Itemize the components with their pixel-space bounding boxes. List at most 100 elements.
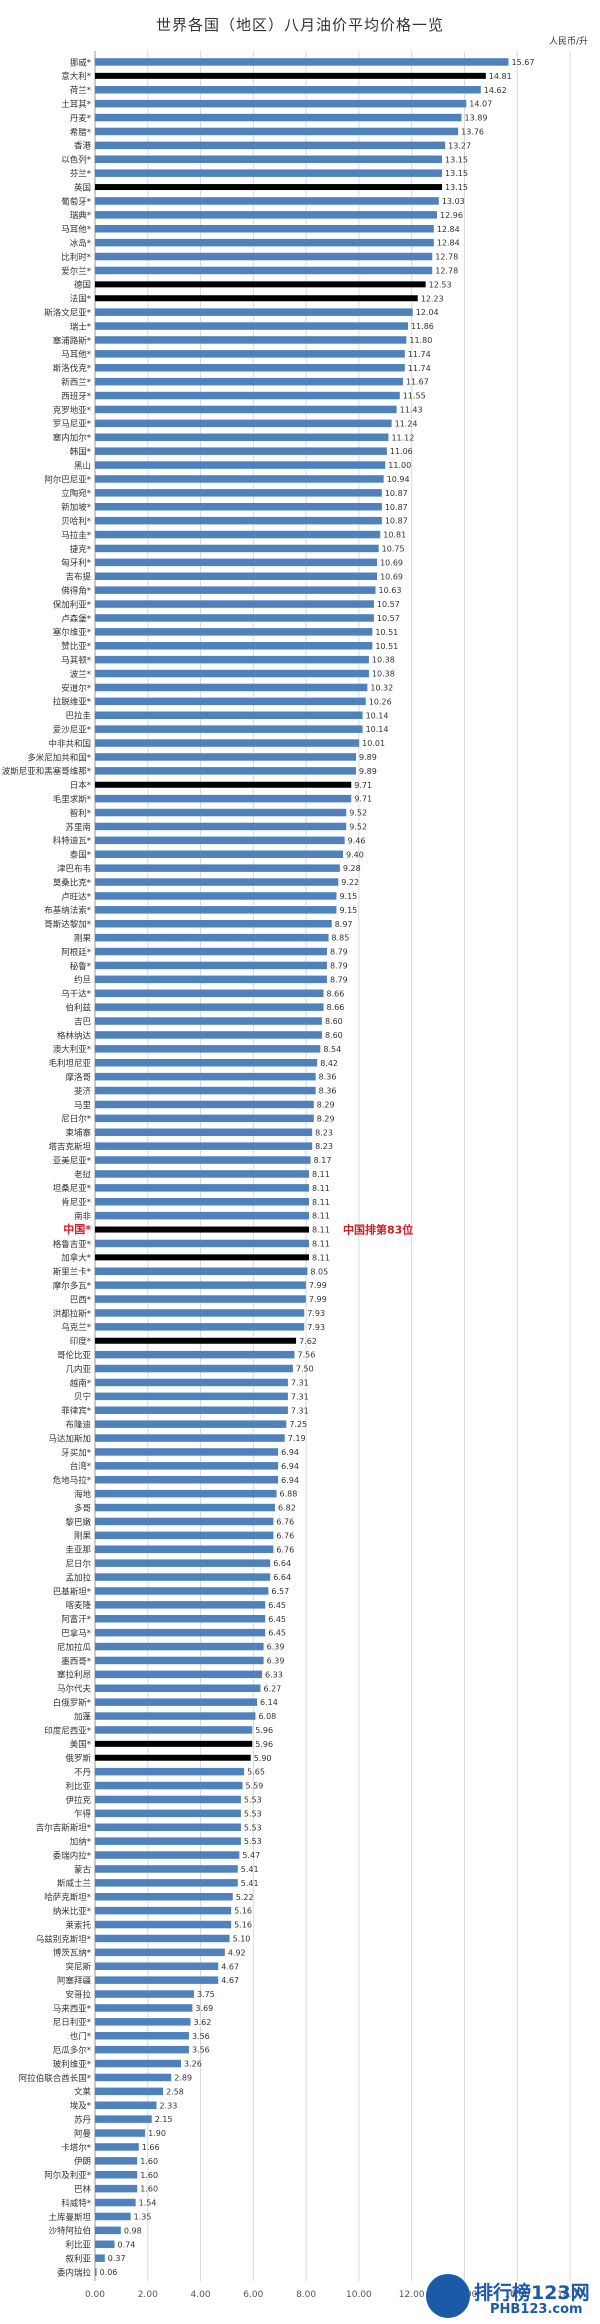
- bar: [95, 2240, 115, 2248]
- value-label: 1.60: [140, 2171, 158, 2180]
- value-label: 5.41: [241, 1879, 259, 1888]
- value-label: 7.31: [291, 1378, 309, 1387]
- value-label: 5.10: [233, 1934, 251, 1943]
- bar: [95, 975, 327, 984]
- category-label: 尼日尔*: [61, 1114, 91, 1125]
- category-label: 叙利亚: [65, 2253, 91, 2264]
- value-label: 10.69: [380, 558, 403, 567]
- value-label: 14.81: [489, 72, 512, 81]
- value-label: 5.53: [244, 1837, 262, 1846]
- value-label: 8.42: [320, 1059, 338, 1068]
- bar: [95, 1601, 266, 1609]
- bar: [95, 1198, 310, 1206]
- value-label: 9.28: [343, 864, 361, 873]
- bar: [95, 1295, 306, 1303]
- value-label: 13.15: [445, 183, 468, 192]
- category-label: 吉尔吉斯斯坦*: [36, 1823, 91, 1834]
- value-label: 6.76: [276, 1517, 294, 1526]
- value-label: 2.15: [155, 2115, 173, 2124]
- bar: [95, 2268, 97, 2276]
- value-label: 6.94: [281, 1448, 299, 1457]
- bar: [95, 683, 368, 692]
- bar: [95, 1962, 219, 1970]
- category-label: 马耳他*: [61, 349, 91, 360]
- bar: [95, 1017, 322, 1025]
- value-label: 10.14: [366, 725, 389, 734]
- value-label: 3.62: [194, 2018, 212, 2027]
- bar: [95, 1573, 271, 1581]
- value-label: 5.96: [255, 1726, 273, 1735]
- value-label: 3.26: [184, 2060, 202, 2069]
- category-label: 菲律宾*: [61, 1406, 91, 1417]
- category-label: 希腊*: [70, 127, 91, 138]
- category-label: 莱索托: [65, 1920, 91, 1931]
- value-label: 10.57: [377, 600, 400, 609]
- value-label: 8.11: [312, 1212, 330, 1221]
- bar: [95, 989, 324, 997]
- x-tick-label: 8.00: [296, 2290, 316, 2300]
- bar: [95, 2073, 172, 2082]
- category-label: 荷兰*: [70, 85, 91, 96]
- value-label: 6.45: [268, 1629, 286, 1638]
- bar: [95, 642, 373, 650]
- bar: [95, 1628, 266, 1637]
- value-label: 9.89: [359, 767, 377, 776]
- bar: [95, 516, 382, 525]
- value-label: 0.06: [100, 2268, 118, 2277]
- value-label: 8.79: [330, 948, 348, 957]
- category-label: 巴拉圭: [65, 711, 91, 722]
- bar: [95, 1615, 266, 1623]
- category-label: 利比亚: [65, 1781, 91, 1792]
- bar: [95, 169, 443, 177]
- category-label: 斯里兰卡*: [53, 1267, 91, 1278]
- category-label: 伯利兹: [65, 1002, 91, 1013]
- value-label: 3.75: [197, 1990, 215, 1999]
- value-label: 10.87: [385, 517, 408, 526]
- category-label: 塔吉克斯坦: [48, 1141, 91, 1152]
- bar: [95, 572, 378, 580]
- category-label: 斐济: [74, 1086, 92, 1097]
- bar: [95, 1434, 285, 1442]
- category-label: 马耳他*: [61, 224, 91, 235]
- value-label: 5.16: [234, 1921, 252, 1930]
- category-label: 安哥拉: [65, 1989, 91, 2000]
- category-label: 中非共和国: [48, 738, 91, 749]
- x-tick-label: 4.00: [191, 2290, 211, 2300]
- bar: [95, 1142, 313, 1150]
- value-label: 0.37: [108, 2254, 126, 2263]
- category-label: 厄瓜多尔*: [53, 2045, 91, 2056]
- value-label: 7.99: [309, 1281, 327, 1290]
- value-label: 9.46: [348, 836, 366, 845]
- category-label: 瑞典*: [70, 210, 91, 221]
- bar: [95, 1809, 241, 1818]
- category-label: 坦桑尼亚*: [53, 1183, 91, 1194]
- value-label: 13.03: [442, 197, 465, 206]
- value-label: 8.54: [323, 1045, 341, 1054]
- category-label: 印度*: [70, 1336, 91, 1347]
- value-label: 8.66: [327, 989, 345, 998]
- value-label: 6.33: [265, 1670, 283, 1679]
- category-label: 贝哈利*: [61, 516, 91, 527]
- bar: [95, 2032, 189, 2040]
- bar: [95, 753, 356, 761]
- value-label: 12.53: [429, 280, 452, 289]
- bar: [95, 2004, 193, 2012]
- bar: [95, 1545, 274, 1553]
- category-label: 乌兹别克斯坦*: [36, 1934, 91, 1945]
- bar: [95, 920, 332, 928]
- category-label: 日本*: [70, 780, 91, 791]
- category-label: 吉巴: [74, 1017, 92, 1027]
- bar: [95, 1072, 316, 1081]
- value-label: 12.96: [440, 211, 463, 220]
- value-label: 8.85: [332, 934, 350, 943]
- bar: [95, 711, 363, 719]
- value-label: 7.93: [307, 1323, 325, 1332]
- bar: [95, 2018, 191, 2026]
- bar: [95, 2184, 138, 2193]
- bar: [95, 1684, 261, 1692]
- category-label: 瑞士*: [70, 321, 91, 332]
- value-label: 8.36: [319, 1087, 337, 1096]
- value-label: 10.51: [375, 642, 398, 651]
- category-label: 马里: [74, 1101, 92, 1111]
- category-label: 罗马尼亚*: [53, 420, 91, 430]
